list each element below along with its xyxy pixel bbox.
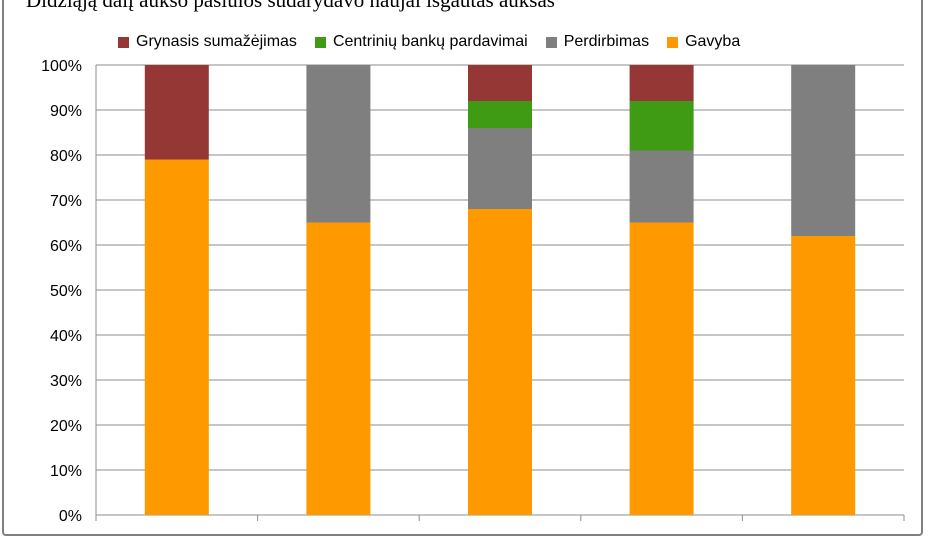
bar-grynasis-suma-jimas — [468, 65, 532, 101]
y-tick-label: 100% — [41, 58, 82, 75]
bar-gavyba — [629, 222, 694, 515]
y-tick-label: 10% — [50, 463, 82, 480]
chart-title: Didžiąją dalį aukso pasiūlos sudarydavo … — [26, 0, 555, 12]
legend-swatch — [667, 36, 679, 48]
legend-swatch — [314, 36, 326, 48]
legend-label: Grynasis sumažėjimas — [136, 33, 297, 50]
y-tick-label: 40% — [50, 328, 82, 345]
y-tick-label: 60% — [50, 238, 82, 255]
bar-grynasis-suma-jimas — [629, 65, 694, 101]
y-tick-label: 90% — [50, 103, 82, 120]
bar-gavyba — [468, 209, 532, 515]
y-tick-label: 80% — [50, 148, 82, 165]
y-tick-label: 20% — [50, 418, 82, 435]
legend-label: Gavyba — [685, 33, 741, 50]
y-tick-label: 30% — [50, 373, 82, 390]
bar-grynasis-suma-jimas — [144, 65, 209, 160]
legend-label: Perdirbimas — [563, 33, 650, 50]
legend-entry: Centrinių bankų pardavimai — [314, 33, 528, 51]
legend-entry: Grynasis sumažėjimas — [118, 33, 297, 51]
bar-perdirbimas — [791, 65, 856, 236]
legend-entry: Gavyba — [667, 33, 740, 51]
legend-entry: Perdirbimas — [545, 33, 650, 51]
bar-gavyba — [306, 222, 371, 515]
legend-swatch — [545, 36, 557, 48]
bar-centrini-bank-pardavimai — [629, 101, 694, 151]
y-tick-label: 70% — [50, 193, 82, 210]
legend-swatch — [118, 36, 129, 48]
chart-legend: Grynasis sumažėjimas Centrinių bankų pard… — [118, 30, 740, 54]
bar-gavyba — [791, 236, 856, 515]
y-tick-label: 0% — [59, 508, 82, 522]
bar-perdirbimas — [306, 65, 371, 223]
bar-perdirbimas — [629, 150, 694, 223]
bar-gavyba — [144, 159, 209, 515]
y-tick-label: 50% — [50, 283, 82, 300]
plot-area: 0% 10% 20% 30% 40% 50% 60% 70% 80% 90% 100% — [41, 58, 905, 522]
bar-centrini-bank-pardavimai — [468, 101, 532, 128]
legend-label: Centrinių bankų pardavimai — [332, 33, 528, 50]
bar-perdirbimas — [468, 128, 532, 209]
